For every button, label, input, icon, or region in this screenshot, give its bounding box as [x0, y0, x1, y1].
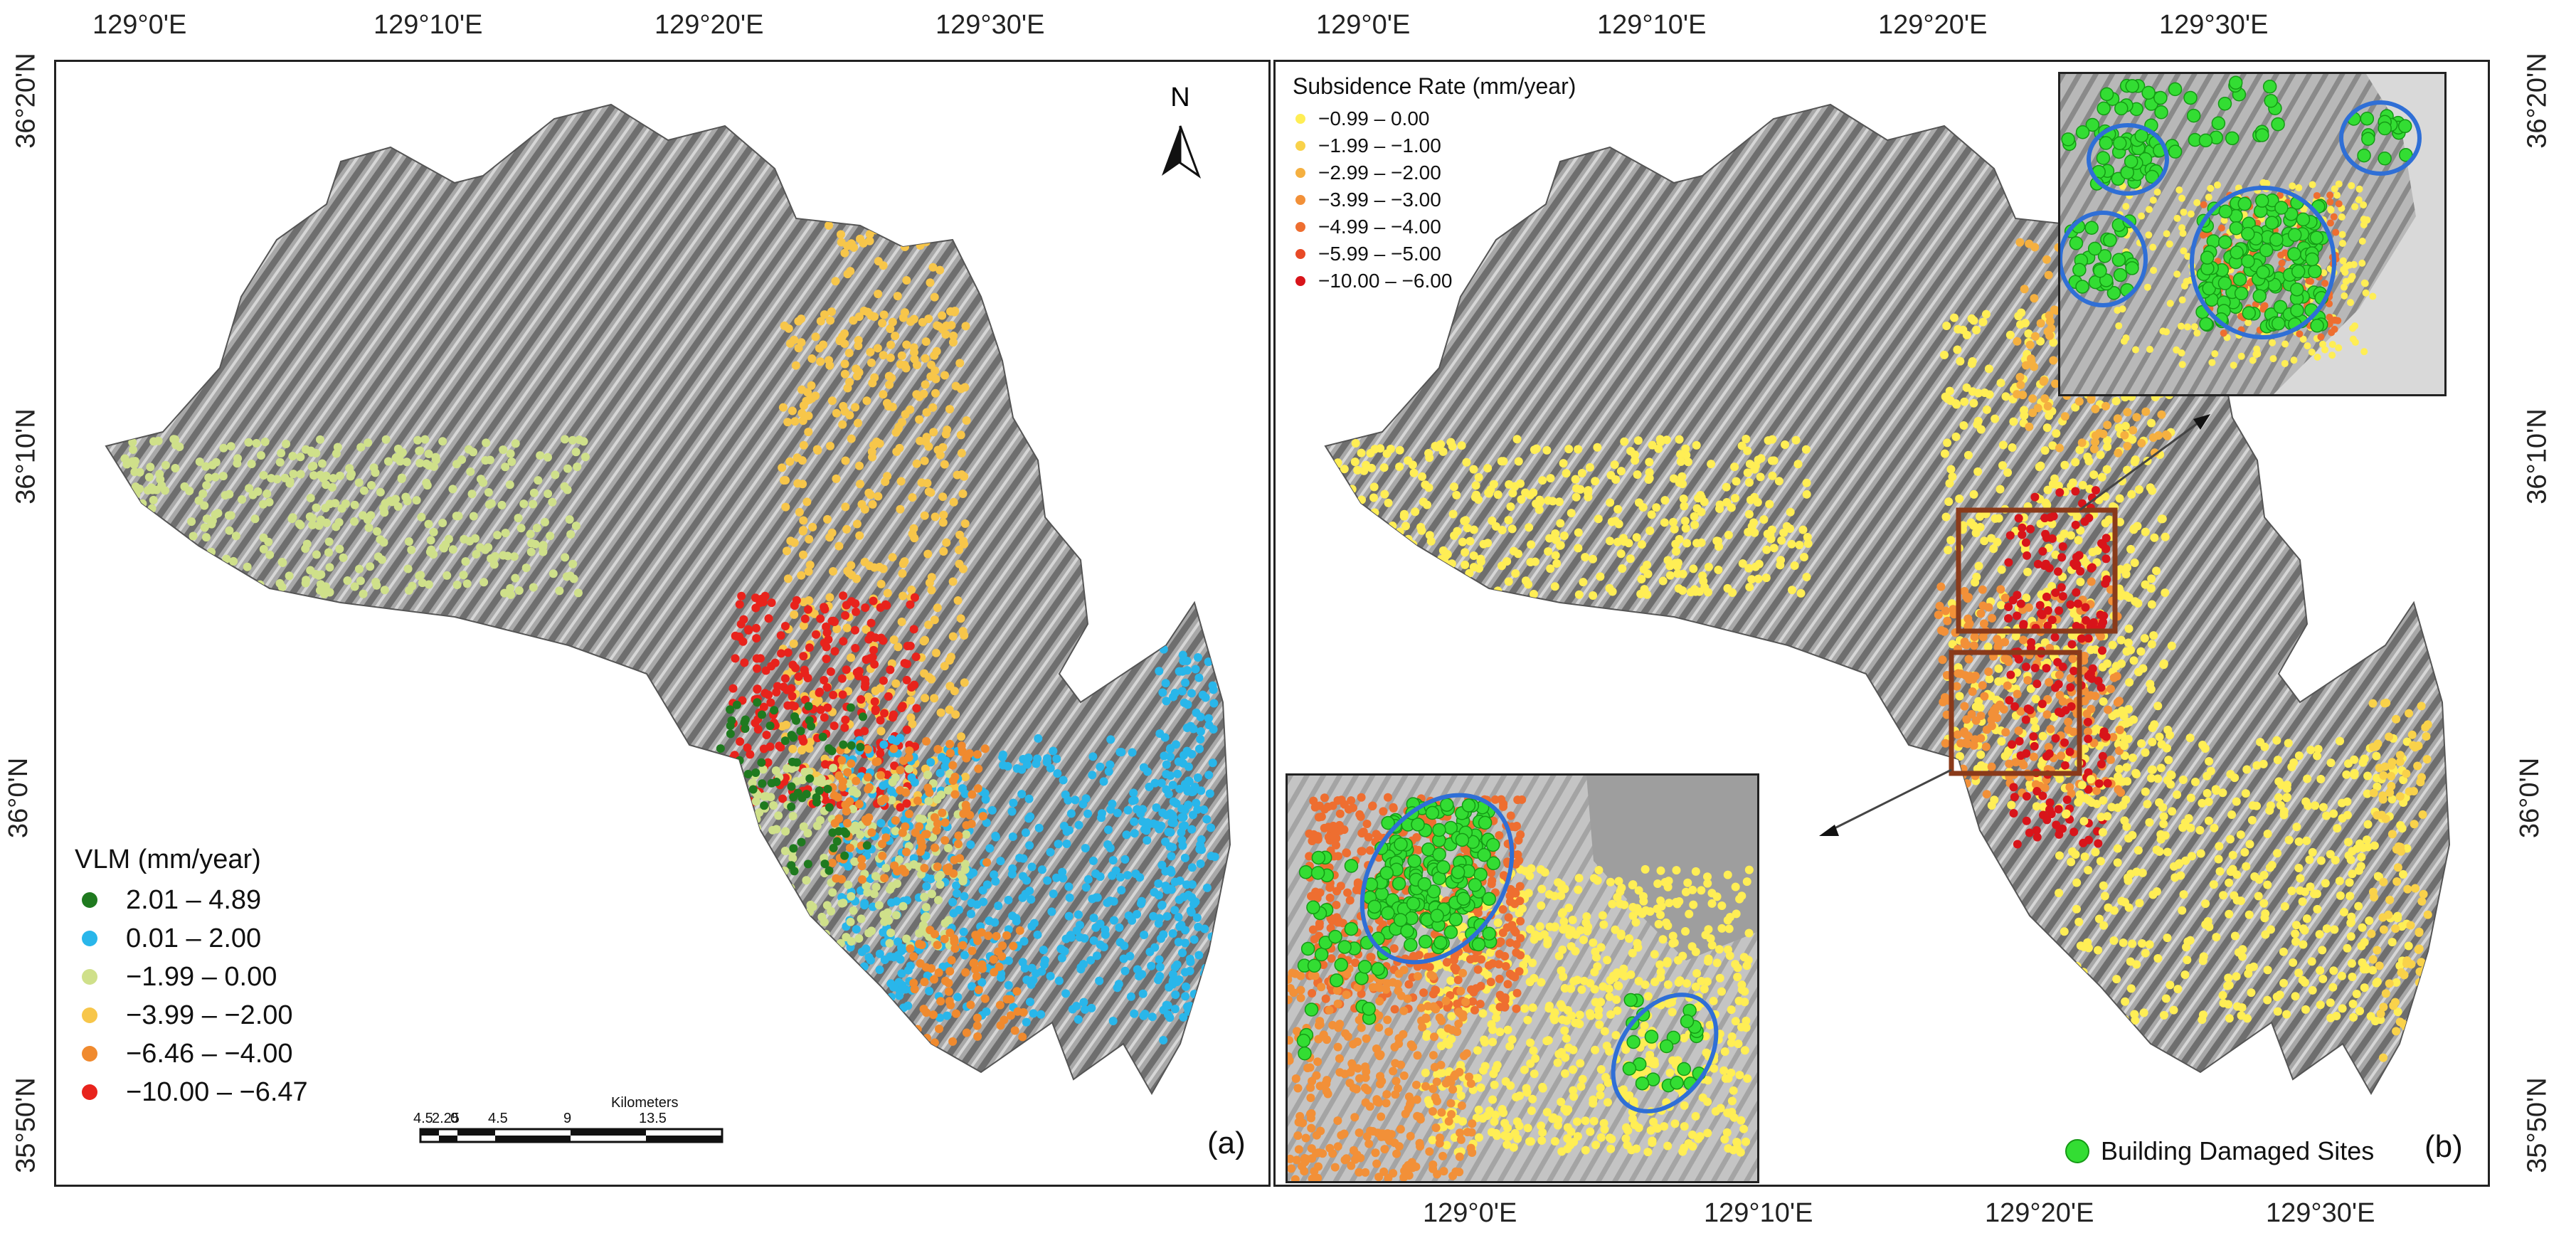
scale-bar-title: Kilometers — [611, 1095, 679, 1111]
map-panel-b: Subsidence Rate (mm/year) −0.99 – 0.00 −1… — [1273, 60, 2490, 1187]
legend-swatch-icon — [82, 892, 97, 908]
lon-tick-label: 129°20'E — [1878, 10, 1988, 40]
legend-label: −2.99 – −2.00 — [1318, 162, 1441, 184]
map-a-svg: N — [105, 83, 1231, 1143]
legend-label: −3.99 – −3.00 — [1318, 189, 1441, 211]
legend-swatch-icon — [1295, 141, 1305, 151]
scale-bar — [419, 1128, 723, 1143]
subsidence-legend-item: −2.99 – −2.00 — [1293, 159, 1576, 186]
legend-label: −10.00 – −6.00 — [1318, 270, 1453, 292]
inset-top-right — [2058, 72, 2447, 396]
vlm-legend-item: 2.01 – 4.89 — [75, 881, 308, 919]
panel-a-tag: (a) — [1207, 1126, 1246, 1160]
inset-bottom-svg — [1288, 776, 1757, 1181]
north-label: N — [1170, 83, 1189, 112]
legend-b-title: Subsidence Rate (mm/year) — [1293, 73, 1576, 99]
subsidence-legend-item: −5.99 – −5.00 — [1293, 240, 1576, 268]
lon-tick-label: 129°20'E — [654, 10, 764, 40]
legend-swatch-icon — [1295, 222, 1305, 232]
legend-a: VLM (mm/year) 2.01 – 4.89 0.01 – 2.00 −1.9… — [63, 837, 319, 1118]
subsidence-legend-item: −10.00 – −6.00 — [1293, 268, 1576, 295]
legend-swatch-icon — [1295, 168, 1305, 178]
legend-swatch-icon — [1295, 249, 1305, 259]
highlight-ellipse — [1359, 793, 1515, 965]
lat-tick-label: 36°20'N — [2522, 53, 2553, 149]
legend-label: 2.01 – 4.89 — [126, 884, 262, 915]
inset-top-svg — [2060, 74, 2444, 394]
panel-b-tag: (b) — [2424, 1129, 2463, 1164]
north-arrow-icon — [1162, 125, 1202, 179]
scale-tick-label: 0 — [450, 1111, 459, 1126]
lat-tick-label: 35°50'N — [11, 1077, 41, 1173]
legend-swatch-icon — [82, 969, 97, 985]
lon-tick-label: 129°30'E — [2159, 10, 2269, 40]
legend-b: Subsidence Rate (mm/year) −0.99 – 0.00 −1… — [1281, 66, 1587, 302]
legend-a-title: VLM (mm/year) — [75, 845, 261, 874]
legend-label: −6.46 – −4.00 — [126, 1038, 293, 1069]
lat-tick-label: 36°20'N — [11, 53, 41, 149]
legend-swatch-icon — [82, 931, 97, 946]
vlm-legend-item: −6.46 – −4.00 — [75, 1035, 308, 1073]
lon-tick-label: 129°0'E — [92, 10, 187, 40]
lon-tick-label: 129°30'E — [2266, 1198, 2375, 1228]
legend-swatch-icon — [82, 1084, 97, 1100]
legend-label: −0.99 – 0.00 — [1318, 107, 1430, 129]
damage-marker-icon — [2065, 1139, 2089, 1163]
lat-tick-label: 35°50'N — [2522, 1077, 2553, 1173]
highlight-ellipse — [2087, 123, 2169, 196]
lon-tick-label: 129°10'E — [1597, 10, 1707, 40]
highlight-ellipse — [1611, 993, 1719, 1113]
vlm-legend-item: −1.99 – 0.00 — [75, 958, 308, 996]
scale-tick-label: 9 — [563, 1111, 572, 1126]
inset-arrow-top — [2079, 420, 2201, 512]
legend-label: −1.99 – −1.00 — [1318, 134, 1441, 157]
legend-label: −1.99 – 0.00 — [126, 961, 277, 992]
subsidence-legend-item: −4.99 – −4.00 — [1293, 213, 1576, 240]
map-panel-a: N VLM (mm/year) 2.01 – 4.89 0.01 – 2.00 −1… — [54, 60, 1271, 1187]
scale-tick-label: 4.5 — [413, 1111, 433, 1126]
legend-label: −3.99 – −2.00 — [126, 1000, 293, 1030]
vlm-legend-item: −3.99 – −2.00 — [75, 996, 308, 1035]
highlight-ellipse — [2060, 211, 2148, 307]
lon-tick-label: 129°0'E — [1423, 1198, 1517, 1228]
legend-swatch-icon — [1295, 276, 1305, 286]
legend-swatch-icon — [1295, 195, 1305, 205]
damage-legend: Building Damaged Sites — [2065, 1136, 2374, 1166]
inset-arrow-bottom — [1830, 768, 1952, 832]
lon-tick-label: 129°30'E — [935, 10, 1045, 40]
lat-tick-label: 36°10'N — [11, 408, 41, 504]
subsidence-legend-item: −1.99 – −1.00 — [1293, 132, 1576, 159]
legend-label: −5.99 – −5.00 — [1318, 243, 1441, 265]
scale-tick-label: 13.5 — [639, 1111, 667, 1126]
scale-tick-label: 4.5 — [488, 1111, 508, 1126]
damage-legend-label: Building Damaged Sites — [2101, 1136, 2375, 1165]
lat-tick-label: 36°10'N — [2522, 408, 2553, 504]
lat-tick-label: 36°0'N — [4, 757, 34, 839]
legend-swatch-icon — [82, 1007, 97, 1023]
vlm-legend-item: −10.00 – −6.47 — [75, 1073, 308, 1111]
lon-tick-label: 129°10'E — [1704, 1198, 1813, 1228]
lon-tick-label: 129°10'E — [373, 10, 483, 40]
vlm-legend-item: 0.01 – 2.00 — [75, 919, 308, 958]
legend-label: 0.01 – 2.00 — [126, 923, 262, 953]
lat-tick-label: 36°0'N — [2515, 757, 2545, 839]
subsidence-legend-item: −0.99 – 0.00 — [1293, 105, 1576, 132]
legend-swatch-icon — [82, 1046, 97, 1062]
subsidence-legend-item: −3.99 – −3.00 — [1293, 186, 1576, 213]
lon-tick-label: 129°0'E — [1316, 10, 1411, 40]
focus-box-south — [1949, 650, 2082, 776]
highlight-ellipse — [2190, 186, 2336, 339]
highlight-ellipse — [2339, 100, 2422, 176]
inset-bottom-left — [1286, 773, 1759, 1183]
legend-label: −10.00 – −6.47 — [126, 1076, 308, 1107]
legend-swatch-icon — [1295, 114, 1305, 124]
focus-box-north — [1956, 507, 2118, 634]
lon-tick-label: 129°20'E — [1985, 1198, 2094, 1228]
scale-tick-label: 2.25 — [432, 1111, 460, 1126]
legend-label: −4.99 – −4.00 — [1318, 216, 1441, 238]
